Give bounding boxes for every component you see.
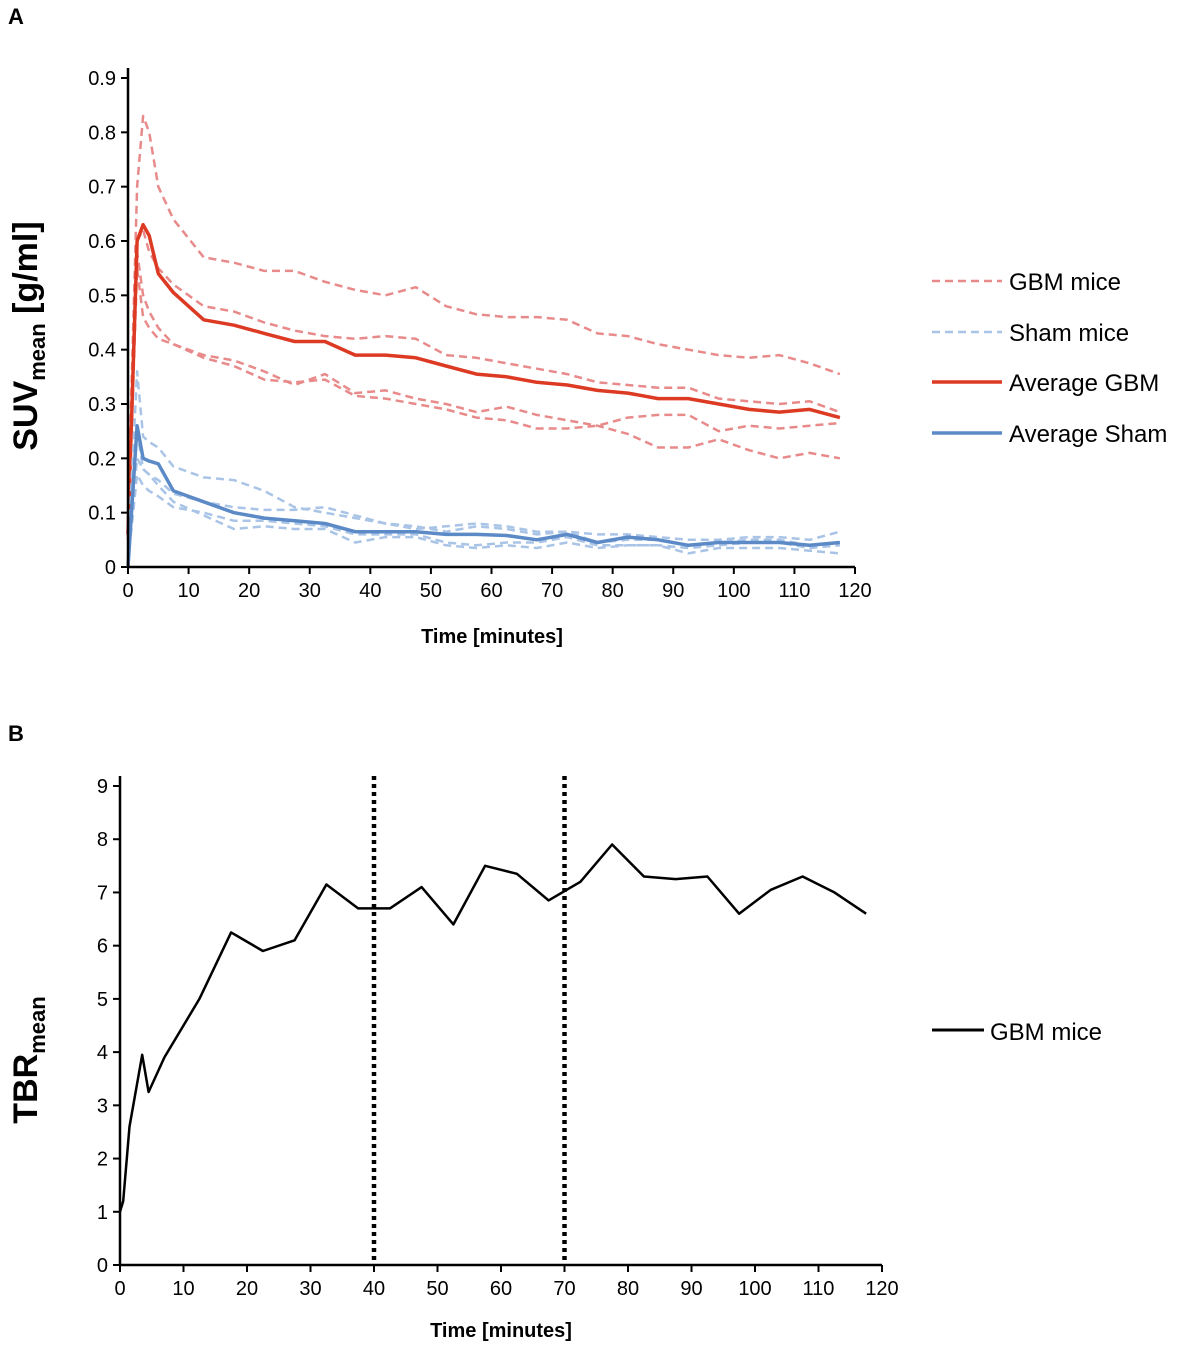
chart-a-x-tick-label: 110 <box>778 580 810 602</box>
legend-label-gbm-mice: GBM mice <box>1009 269 1121 296</box>
chart-a-x-tick-label: 60 <box>480 580 502 602</box>
chart-a-y-tick-label: 0.8 <box>88 122 116 144</box>
chart-a-series-gbm-mouse-2 <box>126 228 841 540</box>
chart-a-series-gbm-mouse-1 <box>126 114 841 513</box>
chart-a-x-tick-label: 80 <box>602 580 624 602</box>
panel-letter-a: A <box>8 4 24 29</box>
chart-a: 0 0.1 0.2 0.3 0.4 0.5 0.6 0.7 0.8 0.9 0 10 20 30 40 50 6… <box>88 68 872 602</box>
chart-b-y-tick-label: 2 <box>97 1149 108 1171</box>
chart-b-series-gbm-mice <box>118 843 867 1213</box>
chart-b-y-tick-label: 7 <box>97 882 108 904</box>
chart-b-x-tick-label: 50 <box>426 1278 448 1300</box>
chart-a-series-sham-mouse-1 <box>126 370 841 557</box>
chart-a-series-average-sham <box>126 423 841 568</box>
chart-a-x-tick-label: 10 <box>177 580 199 602</box>
chart-b-x-axis-title: Time [minutes] <box>430 1320 572 1342</box>
chart-b-x-tick-label: 70 <box>553 1278 575 1300</box>
chart-a-y-tick-label: 0.6 <box>88 231 116 253</box>
chart-b-x-tick-label: 0 <box>114 1278 125 1300</box>
legend-label-average-sham: Average Sham <box>1009 421 1167 448</box>
legend-label-sham-mice: Sham mice <box>1009 320 1129 347</box>
chart-b-y-tick-label: 3 <box>97 1095 108 1117</box>
chart-b-x-tick-label: 40 <box>363 1278 385 1300</box>
chart-b-x-tick-label: 60 <box>490 1278 512 1300</box>
chart-a-x-tick-label: 100 <box>717 580 750 602</box>
chart-b-y-axis-title: TBRmean <box>7 996 50 1123</box>
chart-b-x-tick-label: 10 <box>172 1278 194 1300</box>
chart-b-y-tick-label: 0 <box>97 1255 108 1277</box>
chart-b-x-tick-label: 120 <box>865 1278 898 1300</box>
chart-b-x-tick-label: 100 <box>738 1278 771 1300</box>
chart-b-x-tick-label: 110 <box>803 1278 835 1300</box>
legend-label-gbm-mice-b: GBM mice <box>990 1019 1102 1046</box>
chart-a-y-tick-label: 0.3 <box>88 394 116 416</box>
chart-b-x-tick-label: 30 <box>299 1278 321 1300</box>
chart-b-y-tick-label: 1 <box>97 1202 108 1224</box>
chart-a-x-tick-label: 20 <box>238 580 260 602</box>
chart-a-x-axis-title: Time [minutes] <box>421 626 563 648</box>
chart-a-y-axis-title-unit: [g/ml] <box>7 221 45 323</box>
chart-a-x-tick-label: 0 <box>122 580 133 602</box>
chart-b-y-tick-label: 6 <box>97 936 108 958</box>
chart-b-y-tick-label: 8 <box>97 829 108 851</box>
panel-letter-b: B <box>8 721 24 746</box>
legend-label-average-gbm: Average GBM <box>1009 370 1159 397</box>
chart-b-x-tick-label: 20 <box>236 1278 258 1300</box>
chart-a-y-tick-label: 0 <box>105 557 116 579</box>
chart-b-x-tick-label: 90 <box>680 1278 702 1300</box>
chart-b-y-tick-label: 4 <box>97 1042 108 1064</box>
chart-a-series-gbm-mouse-4 <box>126 250 841 540</box>
chart-a-y-axis-title-main: SUV <box>7 380 45 450</box>
chart-a-y-axis-title: SUVmean [g/ml] <box>7 221 50 450</box>
chart-a-x-tick-label: 120 <box>838 580 871 602</box>
chart-b-y-tick-label: 9 <box>97 776 108 798</box>
chart-a-legend: GBM mice Sham mice Average GBM Average S… <box>932 269 1167 448</box>
chart-a-y-axis-title-subscript: mean <box>25 323 50 380</box>
chart-b-y-tick-label: 5 <box>97 989 108 1011</box>
chart-a-series-gbm-mouse-3 <box>126 266 841 540</box>
chart-a-x-tick-label: 40 <box>359 580 381 602</box>
chart-b-x-tick-label: 80 <box>617 1278 639 1300</box>
chart-a-y-tick-label: 0.5 <box>88 285 116 307</box>
chart-a-series-average-gbm <box>126 222 841 535</box>
chart-b-y-axis-title-main: TBR <box>7 1054 45 1124</box>
chart-a-x-tick-label: 70 <box>541 580 563 602</box>
chart-b-y-axis-title-subscript: mean <box>25 996 50 1053</box>
chart-a-y-tick-label: 0.7 <box>88 177 116 199</box>
chart-a-x-tick-label: 50 <box>420 580 442 602</box>
chart-a-y-tick-label: 0.1 <box>88 503 116 525</box>
chart-b-legend: GBM mice <box>932 1019 1102 1046</box>
chart-a-series-sham-mouse-4 <box>126 429 841 562</box>
chart-a-x-tick-label: 90 <box>662 580 684 602</box>
chart-a-y-tick-label: 0.2 <box>88 448 116 470</box>
chart-a-x-tick-label: 30 <box>299 580 321 602</box>
chart-a-y-tick-label: 0.4 <box>88 340 116 362</box>
chart-a-y-tick-label: 0.9 <box>88 68 116 90</box>
